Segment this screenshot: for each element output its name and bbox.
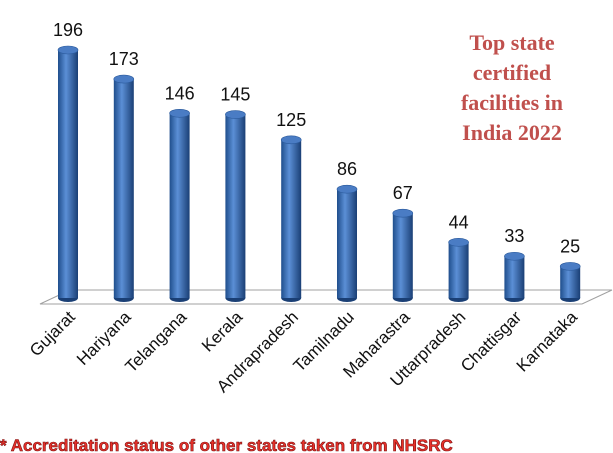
x-tick-label: Gujarat	[26, 307, 79, 360]
bar	[169, 113, 190, 298]
footnote: * Accreditation status of other states t…	[0, 436, 453, 453]
data-label: 145	[220, 85, 250, 105]
bar	[392, 213, 413, 298]
x-tick-label: Kerala	[198, 307, 247, 356]
bar	[448, 242, 469, 298]
bar-top	[169, 108, 190, 118]
bar-top	[113, 74, 135, 84]
data-label: 146	[165, 83, 195, 103]
bar-top	[57, 45, 79, 55]
bar	[281, 139, 302, 298]
bar	[113, 79, 134, 298]
x-tick-label: Telangana	[122, 307, 191, 376]
bar	[560, 266, 581, 298]
data-label: 25	[560, 236, 580, 256]
data-label: 44	[449, 212, 469, 232]
bar	[58, 50, 78, 298]
data-label: 196	[53, 20, 83, 40]
bar-top	[392, 208, 414, 218]
bar	[504, 256, 525, 298]
bar-top	[225, 110, 246, 119]
data-label: 173	[109, 49, 139, 69]
bar	[225, 114, 246, 298]
bar-top	[448, 238, 469, 247]
data-label: 86	[337, 159, 357, 179]
x-tick-label: Karnataka	[513, 307, 582, 376]
data-label: 33	[504, 226, 524, 246]
bar-top	[559, 262, 581, 271]
bar	[337, 189, 357, 298]
bar-top	[504, 251, 525, 261]
data-label: 67	[393, 183, 413, 203]
data-label: 125	[276, 110, 306, 130]
bar-top	[280, 135, 302, 145]
chart-title: Top state certified facilities in India …	[460, 30, 564, 145]
bar-top	[336, 184, 358, 194]
